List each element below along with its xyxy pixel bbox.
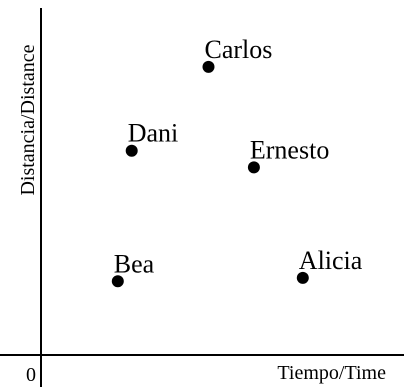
origin-label: 0 [26,364,36,386]
point-label-alicia: Alicia [299,246,363,275]
point-label-bea: Bea [114,249,155,278]
y-axis-label: Distancia/Distance [17,44,39,195]
point-carlos [202,60,215,73]
points-layer: Carlos Dani Ernesto Bea Alicia [111,35,363,288]
x-axis-label: Tiempo/Time [277,362,386,384]
point-label-ernesto: Ernesto [250,135,329,164]
point-label-carlos: Carlos [205,35,273,64]
point-bea [111,275,124,288]
point-ernesto [247,161,260,174]
point-alicia [296,271,309,284]
axes: 0 Tiempo/Time Distancia/Distance [0,8,404,387]
point-dani [125,144,138,157]
point-label-dani: Dani [128,119,179,148]
